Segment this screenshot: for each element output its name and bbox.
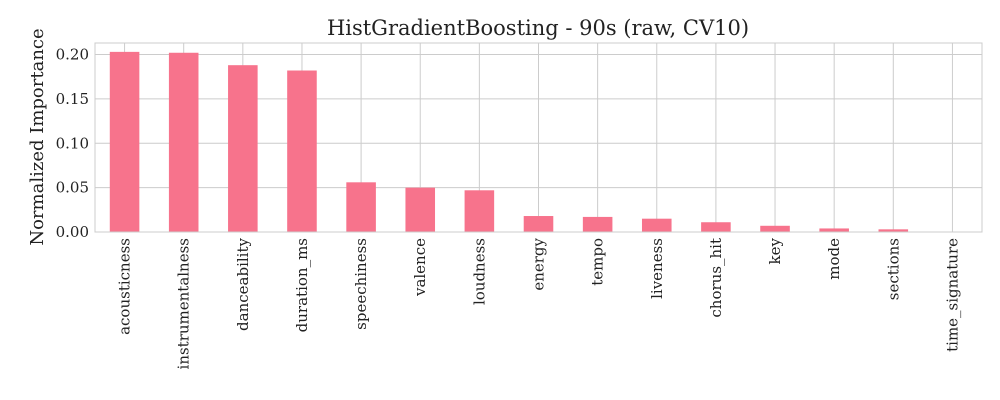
bar-sections	[878, 229, 909, 232]
x-tick-label: valence	[411, 238, 429, 297]
x-tick-label: speechiness	[352, 238, 370, 330]
bar-chorus-hit	[701, 222, 731, 232]
x-tick-label: instrumentalness	[175, 238, 193, 369]
x-tick-label: loudness	[470, 238, 488, 305]
y-tick-label: 0.20	[56, 46, 89, 64]
bar-liveness	[641, 218, 672, 232]
chart-title: HistGradientBoosting - 90s (raw, CV10)	[327, 16, 749, 40]
bar-instrumentalness	[168, 52, 199, 233]
x-tick-label: acousticness	[116, 238, 134, 335]
x-tick-label: danceability	[234, 237, 252, 330]
x-tick-labels: acousticness instrumentalness danceability…	[116, 237, 962, 369]
y-tick-label: 0.15	[56, 90, 89, 108]
x-tick-label: tempo	[589, 238, 607, 286]
bar-tempo	[582, 216, 613, 232]
x-tick-label: key	[766, 237, 784, 264]
y-tick-labels: 0.00 0.05 0.10 0.15 0.20	[56, 46, 89, 241]
x-tick-label: chorus_hit	[707, 238, 725, 318]
x-tick-label: duration_ms	[293, 238, 311, 332]
bar-energy	[523, 216, 554, 232]
x-tick-label: time_signature	[943, 238, 961, 352]
plot-frame	[94, 42, 983, 233]
bar-mode	[819, 228, 849, 232]
y-tick-label: 0.05	[56, 179, 89, 197]
bar-valence	[405, 187, 436, 232]
x-tick-label: sections	[884, 238, 902, 300]
bar-speechiness	[346, 182, 376, 232]
bar-duration-ms	[287, 70, 317, 232]
bars-layer	[109, 51, 909, 233]
x-tick-label: liveness	[648, 238, 666, 299]
bar-key	[760, 225, 790, 232]
bar-loudness	[464, 190, 495, 232]
x-tick-label: energy	[530, 237, 548, 290]
x-tick-label: mode	[825, 238, 843, 280]
bar-acousticness	[109, 51, 140, 233]
y-tick-label: 0.10	[56, 134, 89, 152]
y-tick-label: 0.00	[56, 223, 89, 241]
y-axis-label: Normalized Importance	[27, 28, 48, 245]
bar-danceability	[228, 65, 258, 232]
